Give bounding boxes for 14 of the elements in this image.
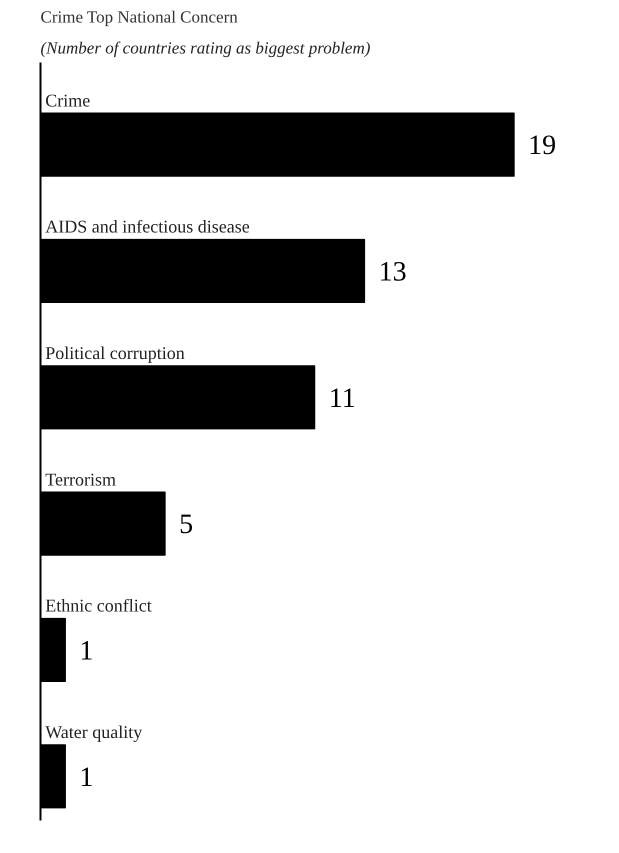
y-tick-label: AIDS and infectious disease (45, 216, 250, 237)
data-label: 13 (378, 256, 407, 288)
chart-subtitle: (Number of countries rating as biggest problem) (40, 38, 371, 58)
data-label: 1 (79, 635, 94, 666)
y-tick-label: Terrorism (45, 469, 116, 490)
y-tick-label: Crime (45, 90, 90, 110)
y-tick-label: Ethnic conflict (45, 596, 152, 616)
data-label: 1 (79, 762, 94, 793)
data-label: 5 (179, 509, 194, 540)
data-label: 11 (328, 382, 356, 414)
y-tick-label: Water quality (45, 722, 142, 742)
data-label: 19 (528, 130, 556, 162)
y-tick-label: Political corruption (45, 343, 185, 364)
chart-title: Crime Top National Concern (40, 8, 238, 26)
